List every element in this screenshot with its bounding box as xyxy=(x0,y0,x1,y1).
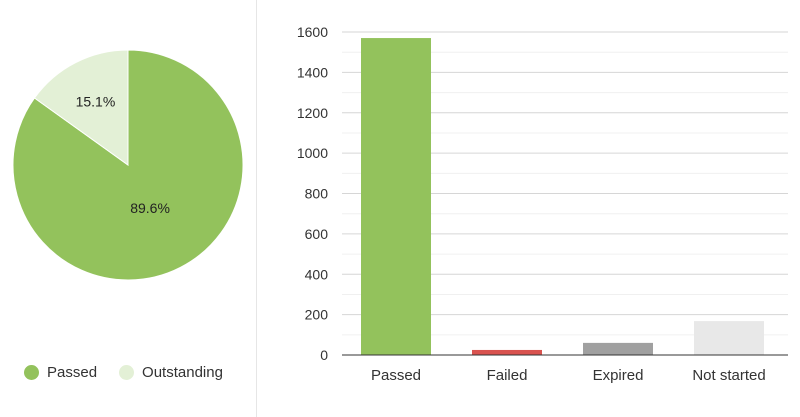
pie-slice-passed[interactable] xyxy=(12,49,244,281)
pie-label-passed: 89.6% xyxy=(130,200,170,216)
panel-gutter xyxy=(257,0,280,417)
legend-swatch-passed xyxy=(24,365,39,380)
bar-expired[interactable] xyxy=(583,342,653,355)
y-tick-label: 1400 xyxy=(297,64,328,80)
pie-slice-outstanding[interactable] xyxy=(33,49,129,166)
legend-item-outstanding[interactable]: Outstanding xyxy=(119,364,223,381)
legend-label-passed: Passed xyxy=(47,364,98,381)
x-tick-label-passed: Passed xyxy=(371,367,421,384)
pie-legend: Passed Outstanding xyxy=(24,364,245,381)
y-tick-label: 1600 xyxy=(297,24,328,40)
legend-item-passed[interactable]: Passed xyxy=(24,364,97,381)
x-tick-label-not-started: Not started xyxy=(692,367,765,384)
x-tick-label-expired: Expired xyxy=(593,367,644,384)
y-tick-label: 800 xyxy=(305,186,329,202)
bar-chart: 0 200 400 600 800 1000 1200 1400 1600 Passed Faile… xyxy=(297,24,788,384)
bar-passed[interactable] xyxy=(361,38,431,356)
y-tick-label: 200 xyxy=(305,307,329,323)
bar-not-started[interactable] xyxy=(694,321,764,355)
y-tick-label: 600 xyxy=(305,226,329,242)
pie-label-outstanding: 15.1% xyxy=(76,94,116,110)
y-tick-label: 1200 xyxy=(297,105,328,121)
bar-failed[interactable] xyxy=(472,349,542,355)
pie-panel: 89.6% 15.1% Passed Outstanding xyxy=(0,0,256,417)
bar-panel: 0 200 400 600 800 1000 1200 1400 1600 Passed Faile… xyxy=(280,0,800,417)
y-tick-label: 400 xyxy=(305,266,329,282)
legend-label-outstanding: Outstanding xyxy=(142,364,223,381)
panel-divider xyxy=(256,0,257,417)
pie-chart: 89.6% 15.1% xyxy=(12,49,244,281)
x-tick-label-failed: Failed xyxy=(487,367,528,384)
legend-swatch-outstanding xyxy=(119,365,135,380)
y-tick-label: 0 xyxy=(320,347,328,363)
y-tick-label: 1000 xyxy=(297,145,328,161)
